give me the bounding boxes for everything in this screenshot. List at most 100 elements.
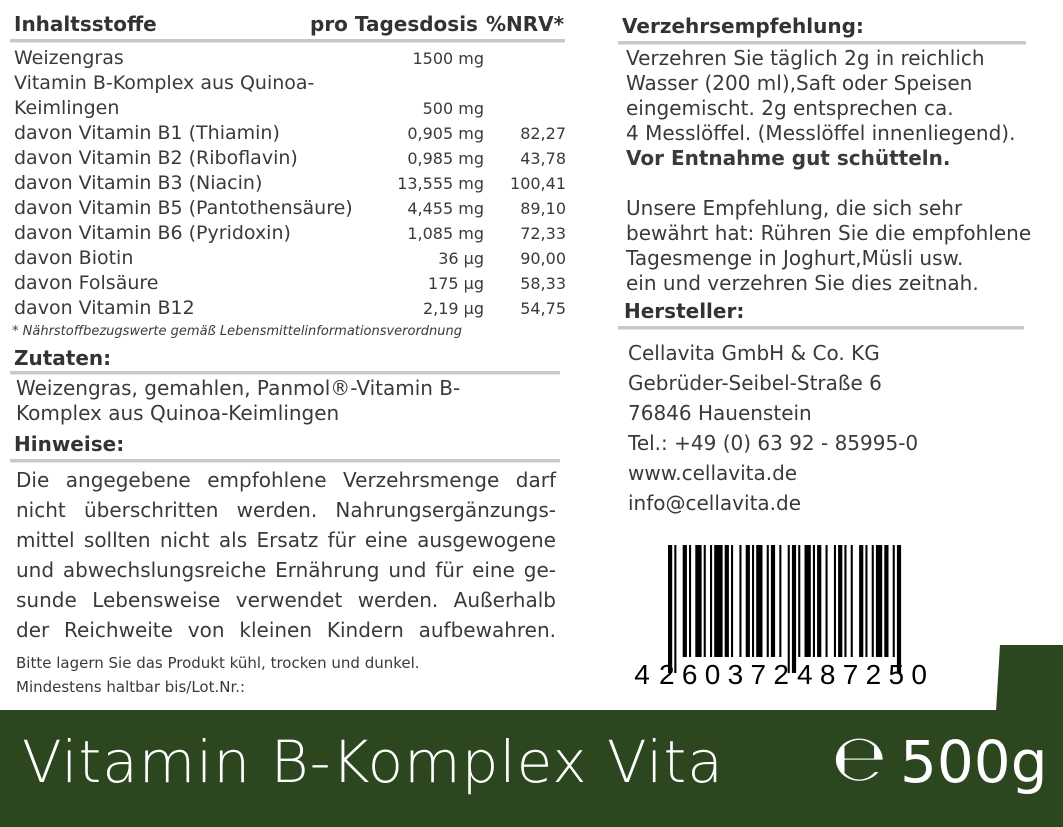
barcode-bar (689, 545, 692, 657)
nrv (484, 71, 566, 121)
barcode-bar (770, 545, 776, 657)
barcode-bar (798, 545, 801, 657)
table-row: Vitamin B-Komplex aus Quinoa-Keimlingen 5… (14, 71, 566, 121)
amount: 1500 mg (412, 49, 484, 68)
barcode-bar (812, 545, 815, 657)
nrv: 43,78 (520, 149, 566, 168)
text-line: bewährt hat: Rühren Sie die empfohlene (626, 221, 1032, 245)
ingredient: davon Vitamin B3 (Niacin) (14, 172, 263, 194)
rule (618, 326, 1024, 330)
barcode-bar (871, 545, 874, 657)
nrv: 100,41 (510, 174, 566, 193)
text-line: Tel.: +49 (0) 63 92 - 85995-0 (628, 431, 919, 455)
barcode-bar (865, 545, 868, 657)
nrv: 82,27 (520, 124, 566, 143)
ingredient: davon Folsäure (14, 272, 159, 294)
text-line: ein und verzehren Sie dies zeitnah. (626, 271, 979, 295)
text-line: Bitte lagern Sie das Produkt kühl, trock… (16, 654, 420, 672)
barcode-bar (668, 545, 673, 673)
table-row: davon Vitamin B1 (Thiamin) 0,905 mg 82,27 (14, 121, 566, 146)
barcode-bar (838, 545, 843, 657)
ingredients: Weizengras, gemahlen, Panmol®-Vitamin B-… (16, 376, 460, 426)
barcode-bar (739, 545, 742, 657)
footnote: * Nährstoffbezugswerte gemäß Lebensmitte… (12, 324, 463, 339)
section-title: Hersteller: (624, 299, 745, 323)
rule (10, 459, 560, 463)
barcode-bar (875, 545, 883, 657)
amount: 4,455 mg (407, 199, 484, 218)
text-line: Mindestens haltbar bis/Lot.Nr.: (16, 678, 246, 696)
text-line: der Reichweite von kleinen Kindern aufbe… (16, 618, 556, 642)
manufacturer: Cellavita GmbH & Co. KG Gebrüder-Seibel-S… (628, 338, 918, 518)
ingredient: davon Vitamin B1 (Thiamin) (14, 122, 280, 144)
table-header: Inhaltsstoffe (14, 12, 157, 36)
text-line: Verzehren Sie täglich 2g in reichlich (626, 46, 985, 70)
text-line: Wasser (200 ml),Saft oder Speisen (626, 71, 973, 95)
table-row: davon Vitamin B5 (Pantothensäure) 4,455 m… (14, 196, 566, 221)
ingredient: davon Vitamin B5 (Pantothensäure) (14, 197, 353, 219)
text-line: 76846 Hauenstein (628, 401, 812, 425)
section-title: Zutaten: (14, 346, 112, 370)
nrv: 89,10 (520, 199, 566, 218)
nutrition-table: Weizengras 1500 mg Vitamin B-Komplex aus Q… (14, 46, 566, 321)
barcode-bar (695, 545, 702, 657)
notes: Die angegebene empfohlene Verzehrsmenge … (16, 465, 556, 645)
barcode-bar (859, 545, 864, 657)
text-line: mittel sollten nicht als Ersatz für eine… (16, 528, 556, 552)
barcode-bar (817, 545, 822, 657)
nrv: 58,33 (520, 274, 566, 293)
ingredient: davon Vitamin B6 (Pyridoxin) (14, 222, 291, 244)
table-row: davon Vitamin B2 (Riboflavin) 0,985 mg 43,… (14, 146, 566, 171)
amount: 500 mg (422, 99, 484, 118)
text-line: Unsere Empfehlung, die sich sehr (626, 196, 963, 220)
rule (618, 41, 1026, 45)
text-line: Gebrüder-Seibel-Straße 6 (628, 371, 882, 395)
nrv: 90,00 (520, 249, 566, 268)
barcode-bar (703, 545, 706, 657)
ingredient: davon Vitamin B12 (14, 297, 195, 319)
amount: 2,19 µg (422, 299, 484, 318)
section-title: Hinweise: (14, 432, 125, 456)
ingredient: Vitamin B-Komplex aus Quinoa-Keimlingen (14, 72, 315, 119)
table-row: davon Vitamin B12 2,19 µg 54,75 (14, 296, 566, 321)
text-line: Die angegebene empfohlene Verzehrsmenge … (16, 468, 556, 492)
table-row: davon Folsäure 175 µg 58,33 (14, 271, 566, 296)
table-row: davon Biotin 36 µg 90,00 (14, 246, 566, 271)
barcode-bar (745, 545, 750, 657)
text-line: Cellavita GmbH & Co. KG (628, 341, 880, 365)
barcode-digits: 260372 (659, 659, 789, 690)
rule (10, 39, 565, 43)
amount: 0,905 mg (407, 124, 484, 143)
table-header: pro Tagesdosis (310, 12, 478, 36)
ingredient: davon Biotin (14, 247, 134, 269)
amount: 13,555 mg (397, 174, 484, 193)
barcode-bar (714, 545, 723, 657)
barcode-bar (752, 545, 755, 657)
amount: 0,985 mg (407, 149, 484, 168)
barcode-bar (724, 545, 729, 657)
barcode-bar (731, 545, 734, 657)
text-line: eingemischt. 2g entsprechen ca. (626, 96, 954, 120)
nrv: 72,33 (520, 224, 566, 243)
ingredient: Weizengras (14, 47, 124, 69)
barcode-digits: 4 (634, 659, 650, 690)
estimated-sign: ℮ (832, 722, 887, 796)
ingredient: davon Vitamin B2 (Riboflavin) (14, 147, 298, 169)
text-line: nicht überschritten werden. Nahrungsergä… (16, 498, 556, 522)
text-line: sunde Lebensweise verwendet werden. Auße… (16, 588, 556, 612)
corner-decoration (996, 645, 1063, 711)
barcode-bar (766, 545, 769, 657)
storage: Bitte lagern Sie das Produkt kühl, trock… (16, 651, 420, 699)
table-row: davon Vitamin B6 (Pyridoxin) 1,085 mg 72,3… (14, 221, 566, 246)
product-name: Vitamin B-Komplex Vita (22, 728, 724, 796)
amount: 1,085 mg (407, 224, 484, 243)
text-line: www.cellavita.de (628, 461, 798, 485)
barcode-bar (850, 545, 853, 657)
text-line: Tagesmenge in Joghurt,Müsli usw. (626, 246, 964, 270)
barcode-bar (825, 545, 828, 657)
barcode-bar (779, 545, 782, 657)
barcode-bar (896, 545, 902, 673)
barcode-bar (756, 545, 763, 657)
barcode-bar (682, 545, 687, 657)
